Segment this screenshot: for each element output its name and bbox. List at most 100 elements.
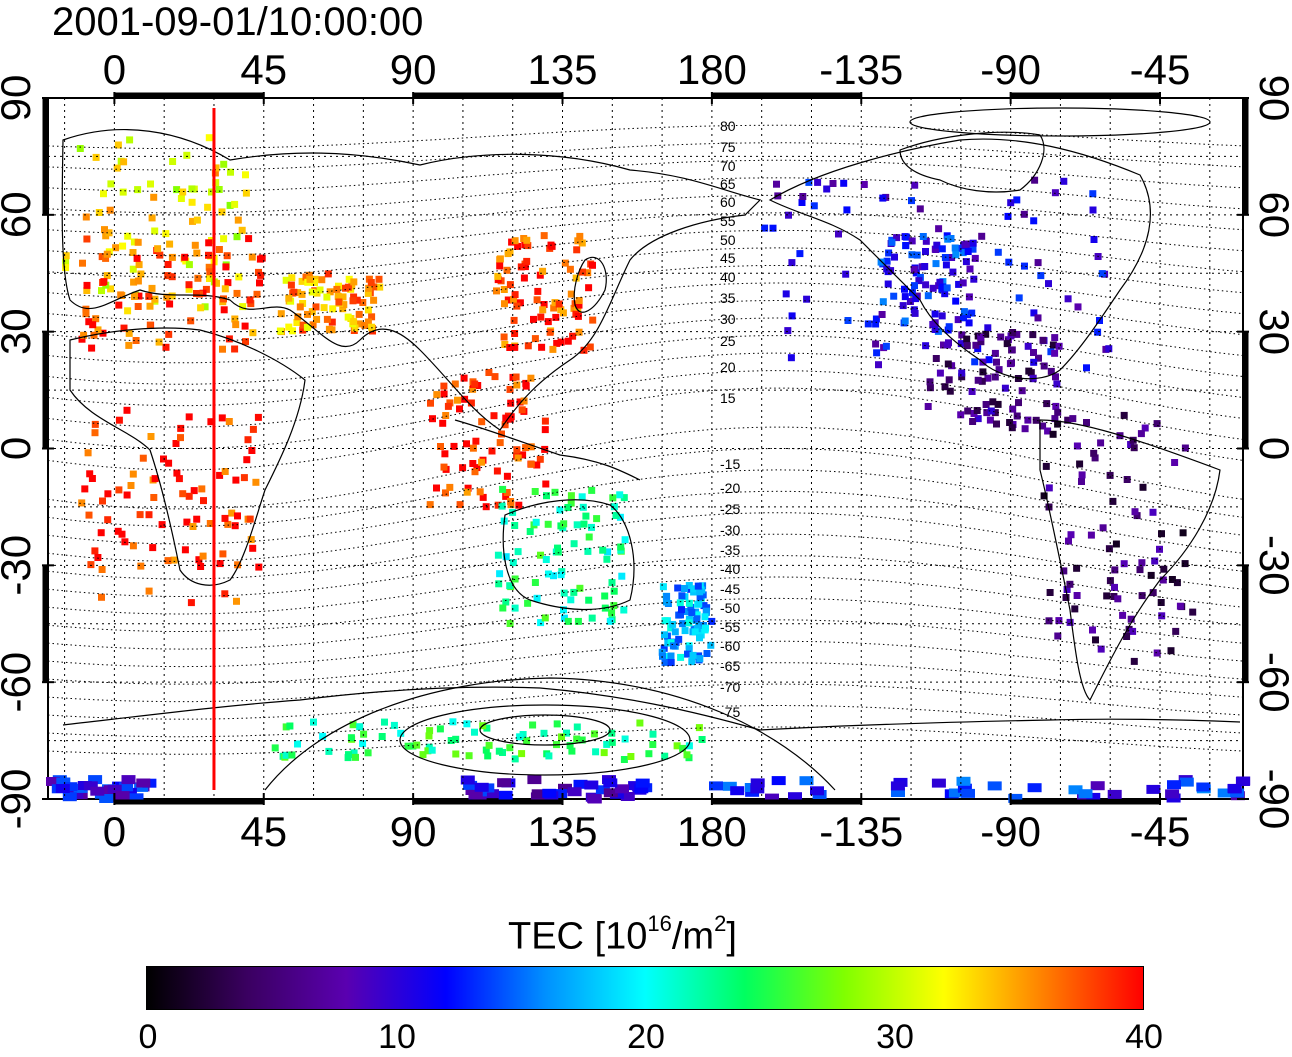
tec-cell xyxy=(163,293,171,301)
tec-cell xyxy=(954,316,962,324)
coastline-eurasia xyxy=(61,128,762,431)
tec-cell xyxy=(618,572,626,580)
tec-cell xyxy=(248,447,256,454)
tec-cell xyxy=(162,230,170,238)
tec-cell xyxy=(150,494,158,501)
tec-cell xyxy=(1068,785,1083,795)
tec-cell xyxy=(1179,777,1194,787)
tec-cell xyxy=(962,258,970,266)
tec-cell xyxy=(464,484,472,492)
tec-cell xyxy=(974,376,982,384)
tec-cell xyxy=(158,521,166,529)
tec-cell xyxy=(147,180,154,188)
tec-cell xyxy=(843,206,851,214)
coastline-north-america xyxy=(768,138,1151,380)
tec-cell xyxy=(552,313,560,321)
contour-label: 30 xyxy=(720,311,736,327)
tec-cell xyxy=(499,485,507,493)
tec-cell xyxy=(987,407,995,415)
tec-cell xyxy=(931,778,946,788)
tec-cell xyxy=(542,556,550,563)
tec-cell xyxy=(621,735,629,743)
tec-cell xyxy=(467,399,475,407)
tec-cell xyxy=(557,338,565,346)
tec-cell xyxy=(916,205,924,213)
tec-cell xyxy=(511,575,519,583)
tec-cell xyxy=(242,189,250,197)
tec-cell xyxy=(523,737,531,745)
tec-cell xyxy=(913,251,921,259)
tec-cell xyxy=(496,255,504,263)
tec-cell xyxy=(1018,387,1026,395)
tec-cell xyxy=(206,268,214,276)
tec-cell xyxy=(92,153,100,161)
contour-label: -60 xyxy=(720,638,740,654)
tec-cell xyxy=(922,237,930,245)
tec-cell xyxy=(355,320,363,328)
tec-cell xyxy=(223,252,231,260)
tec-cell xyxy=(1008,346,1016,354)
tec-cell xyxy=(991,373,999,381)
tec-cell xyxy=(115,486,123,494)
tec-cell xyxy=(574,617,582,625)
tec-cell xyxy=(963,240,971,248)
tec-cell xyxy=(355,310,363,318)
tec-cell xyxy=(452,750,460,758)
tec-cell xyxy=(78,335,86,343)
tec-cell xyxy=(359,299,367,306)
tec-cell xyxy=(519,451,527,459)
tec-cell xyxy=(566,742,574,750)
tec-cell xyxy=(978,377,986,385)
tec-cell xyxy=(449,718,457,726)
tec-cell xyxy=(984,324,992,332)
tec-cell xyxy=(911,309,919,317)
tec-cell xyxy=(882,342,890,350)
tec-cell xyxy=(1031,176,1039,184)
tec-cell xyxy=(578,239,586,247)
tec-cell xyxy=(995,366,1003,374)
tec-cell xyxy=(129,793,144,803)
tec-cell xyxy=(439,419,447,427)
tec-cell xyxy=(496,570,504,578)
tec-cell xyxy=(679,744,687,752)
tec-cell xyxy=(649,730,657,738)
tec-cell xyxy=(972,341,980,349)
contour-label: -75 xyxy=(720,704,740,720)
tec-cell xyxy=(185,281,193,289)
tec-cell xyxy=(1127,441,1135,448)
tec-cell xyxy=(1008,424,1016,432)
tec-cell xyxy=(595,785,610,795)
tec-cell xyxy=(164,261,172,268)
tec-cell xyxy=(442,489,449,497)
tec-cell xyxy=(564,337,572,345)
tec-cell xyxy=(135,261,143,269)
tec-cell xyxy=(201,303,209,311)
tec-cell xyxy=(901,317,909,325)
contour-label: -65 xyxy=(720,658,740,674)
tec-cell xyxy=(1137,430,1145,438)
contour-label: 40 xyxy=(720,269,736,285)
tec-cell xyxy=(469,460,477,467)
tec-cell xyxy=(191,241,199,249)
tec-cell xyxy=(1008,359,1015,367)
tec-cell xyxy=(576,232,584,240)
tec-cell xyxy=(234,561,242,569)
tec-cell xyxy=(479,493,487,501)
tec-cell xyxy=(1189,608,1197,616)
tec-cell xyxy=(877,258,885,266)
tec-cell xyxy=(252,478,260,486)
tec-cell xyxy=(695,724,703,732)
tec-cell xyxy=(1078,789,1093,799)
tec-cell xyxy=(213,279,220,287)
tec-cell xyxy=(234,512,241,520)
tec-cell xyxy=(500,286,508,293)
tec-cell xyxy=(578,736,586,744)
tec-cell xyxy=(926,384,934,392)
tec-cell xyxy=(207,418,215,426)
tec-cell xyxy=(426,727,434,735)
tec-cell xyxy=(308,288,316,296)
tec-cell xyxy=(527,443,535,451)
tec-cell xyxy=(177,434,184,442)
tec-cell xyxy=(62,264,70,272)
tec-cell xyxy=(982,330,990,338)
